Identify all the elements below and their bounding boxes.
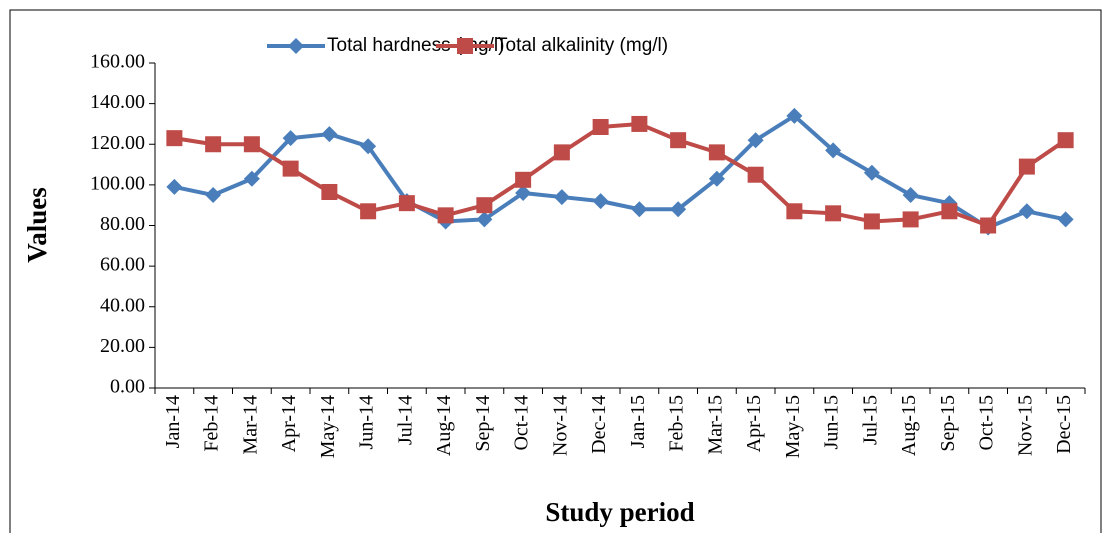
x-tick-label: Feb-14 [201, 395, 223, 452]
y-tick-label: 40.00 [100, 294, 145, 316]
y-axis-title: Values [22, 187, 52, 263]
y-tick-label: 80.00 [100, 213, 145, 235]
x-tick-label: Mar-14 [239, 395, 261, 455]
data-point [670, 201, 687, 218]
x-tick-label: Nov-15 [1014, 395, 1036, 456]
data-point [825, 142, 842, 159]
data-point [166, 178, 183, 195]
data-point [321, 183, 338, 200]
data-point [747, 166, 764, 183]
data-point [166, 130, 183, 147]
data-point [205, 187, 222, 204]
data-point [786, 107, 803, 124]
x-tick-label: Oct-15 [976, 395, 998, 451]
data-point [515, 171, 532, 188]
x-tick-label: Aug-15 [898, 395, 920, 456]
x-tick-label: Jun-15 [821, 395, 843, 449]
data-point [670, 132, 687, 149]
data-point [553, 144, 570, 161]
x-tick-label: Jun-14 [356, 395, 378, 449]
chart-border [9, 9, 1102, 533]
data-point [747, 132, 764, 149]
legend-marker [288, 38, 304, 54]
x-tick-label: Jan-14 [162, 395, 184, 448]
x-tick-label: Mar-15 [704, 395, 726, 455]
data-point [282, 160, 299, 177]
x-tick-label: May-14 [317, 395, 339, 458]
data-point [243, 136, 260, 153]
data-point [1057, 132, 1074, 149]
data-point [1018, 203, 1035, 220]
data-point [360, 203, 377, 220]
x-tick-label: Oct-14 [511, 395, 533, 451]
x-tick-label: Nov-14 [549, 395, 571, 456]
y-tick-label: 20.00 [100, 335, 145, 357]
data-point [902, 211, 919, 228]
y-tick-label: 0.00 [110, 376, 145, 398]
data-point [243, 170, 260, 187]
data-point [282, 130, 299, 147]
data-point [592, 193, 609, 210]
data-point [980, 217, 997, 234]
data-point [631, 115, 648, 132]
data-point [708, 144, 725, 161]
data-point [708, 170, 725, 187]
data-point [398, 195, 415, 212]
data-point [902, 187, 919, 204]
data-point [592, 118, 609, 135]
x-tick-label: Apr-14 [278, 395, 300, 452]
x-tick-label: Sep-14 [472, 395, 494, 452]
x-tick-label: Aug-14 [433, 395, 455, 456]
x-tick-label: Feb-15 [666, 395, 688, 452]
data-point [1057, 211, 1074, 228]
data-point [786, 203, 803, 220]
data-point [863, 164, 880, 181]
y-tick-label: 60.00 [100, 254, 145, 276]
x-tick-label: May-15 [782, 395, 804, 458]
data-point [515, 185, 532, 201]
series-line [173, 113, 1067, 230]
data-point [941, 203, 958, 220]
x-tick-label: Jan-15 [627, 395, 649, 448]
data-point [321, 126, 338, 143]
y-tick-label: 100.00 [90, 172, 145, 194]
x-tick-label: Sep-15 [937, 395, 959, 452]
x-tick-label: Jul-14 [394, 395, 416, 445]
data-point [631, 201, 648, 218]
x-tick-label: Apr-15 [743, 395, 765, 452]
series-line [174, 121, 1067, 228]
x-tick-label: Jul-15 [859, 395, 881, 445]
y-tick-label: 120.00 [90, 132, 145, 154]
data-point [437, 207, 454, 224]
legend-label: Total alkalinity (mg/l) [496, 35, 668, 56]
data-point [476, 211, 493, 228]
x-tick-label: Dec-14 [588, 395, 610, 454]
data-point [360, 138, 377, 155]
data-point [863, 213, 880, 230]
data-point [825, 205, 842, 222]
data-point [476, 197, 493, 214]
x-tick-label: Dec-15 [1053, 395, 1075, 454]
y-tick-label: 140.00 [90, 91, 145, 113]
data-point [1018, 158, 1035, 175]
x-axis-title: Study period [545, 497, 694, 527]
y-tick-label: 160.00 [90, 51, 145, 73]
data-point [553, 189, 570, 206]
data-point [205, 136, 222, 153]
legend-marker [457, 38, 473, 54]
